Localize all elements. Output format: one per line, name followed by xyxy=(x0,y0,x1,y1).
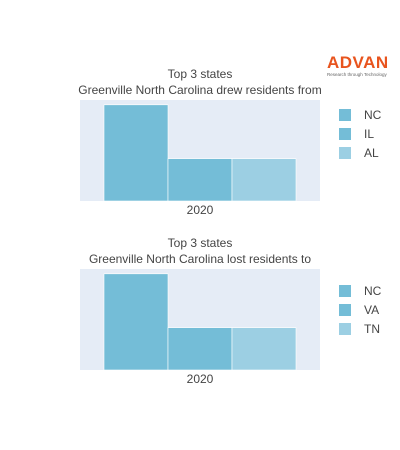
legend-label-nc: NC xyxy=(364,284,382,298)
advan-logo: ADVAN Research through Technology xyxy=(327,54,393,78)
legend-swatch-tn xyxy=(339,323,351,335)
advan-logo-wordmark: ADVAN xyxy=(327,53,389,72)
chart-subtitle: Greenville North Carolina drew residents… xyxy=(78,83,321,97)
legend-label-al: AL xyxy=(364,146,379,160)
bar-al xyxy=(231,158,297,202)
bar-il xyxy=(167,158,233,202)
chart-2: Top 3 states Greenville North Carolina lo… xyxy=(80,236,382,386)
legend-swatch-nc xyxy=(339,109,351,121)
advan-logo-tagline: Research through Technology xyxy=(327,72,387,77)
legend: NC IL AL xyxy=(339,108,382,160)
legend-label-va: VA xyxy=(364,303,379,317)
bar-nc xyxy=(103,104,169,202)
legend: NC VA TN xyxy=(339,284,382,336)
legend-swatch-il xyxy=(339,128,351,140)
bar-tn xyxy=(231,327,297,371)
bar-nc xyxy=(103,273,169,371)
chart-title: Top 3 states xyxy=(168,67,233,81)
legend-label-nc: NC xyxy=(364,108,382,122)
chart-1: Top 3 states Greenville North Carolina dr… xyxy=(78,67,381,217)
chart-title: Top 3 states xyxy=(168,236,233,250)
x-tick-label: 2020 xyxy=(187,203,214,217)
legend-swatch-nc xyxy=(339,285,351,297)
legend-swatch-al xyxy=(339,147,351,159)
chart-subtitle: Greenville North Carolina lost residents… xyxy=(89,252,311,266)
legend-swatch-va xyxy=(339,304,351,316)
legend-label-il: IL xyxy=(364,127,374,141)
x-tick-label: 2020 xyxy=(187,372,214,386)
legend-label-tn: TN xyxy=(364,322,380,336)
bar-va xyxy=(167,327,233,371)
